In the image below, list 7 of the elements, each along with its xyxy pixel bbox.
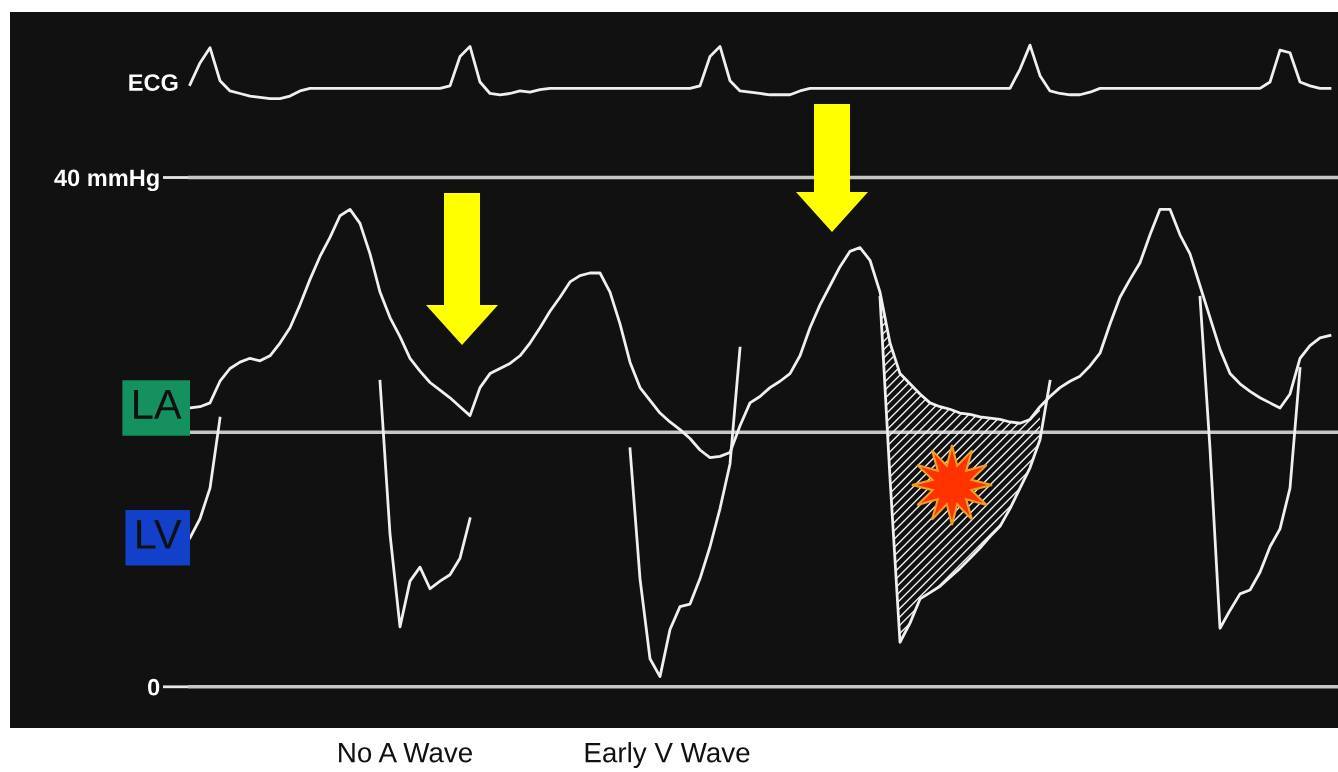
series-label: ECG: [129, 74, 178, 91]
y-tick-label: 0: [148, 678, 160, 696]
y-tick-label: 40 mmHg: [54, 169, 159, 192]
series-label: LV: [137, 519, 182, 549]
text: Early V Wave: [585, 742, 750, 768]
text: No A Wave: [339, 743, 472, 763]
series-label: LA: [134, 390, 182, 419]
